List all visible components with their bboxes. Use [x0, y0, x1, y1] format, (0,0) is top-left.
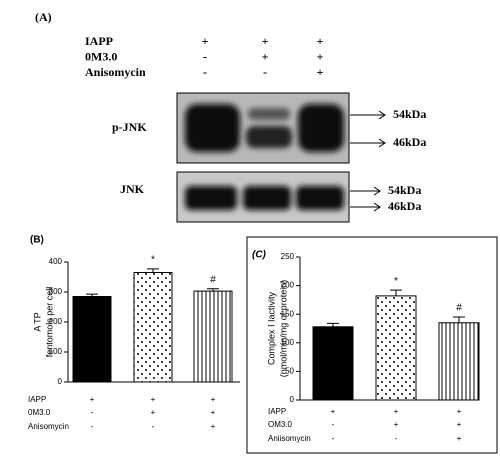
bar: [312, 326, 354, 401]
condition-sign: +: [317, 65, 324, 79]
y-tick-label: 50: [285, 367, 294, 376]
panel-label: (C): [252, 250, 267, 261]
blot-label: JNK: [120, 182, 145, 196]
condition-sign: +: [202, 34, 209, 48]
condition-sign: +: [457, 434, 462, 443]
panel-label: (A): [35, 10, 52, 24]
condition-label: IAPP: [268, 407, 286, 416]
condition-sign: -: [91, 422, 94, 431]
y-tick-label: 0: [290, 395, 295, 404]
condition-sign: +: [211, 422, 216, 431]
condition-sign: +: [457, 407, 462, 416]
condition-label: IAPP: [85, 34, 113, 48]
y-axis-label: Complex I Iactivity: [266, 291, 276, 365]
condition-sign: -: [203, 49, 207, 63]
error-bar: [453, 316, 465, 323]
blot-bands: [185, 104, 344, 210]
condition-sign: -: [152, 422, 155, 431]
marker-label: 46kDa: [388, 199, 421, 213]
condition-label: Aniisomycin: [268, 434, 311, 443]
condition-sign: -: [395, 434, 398, 443]
y-tick-label: 200: [49, 317, 63, 326]
error-bar: [86, 293, 98, 297]
y-tick-label: 150: [281, 309, 295, 318]
y-tick-label: 200: [281, 281, 295, 290]
y-tick-label: 250: [281, 252, 295, 261]
arrows: [350, 110, 386, 212]
marker-label: 46kDa: [393, 135, 426, 149]
condition-sign: +: [317, 49, 324, 63]
condition-sign: +: [211, 408, 216, 417]
y-tick-label: 0: [58, 377, 63, 386]
y-axis-label: A TP: [32, 312, 42, 331]
condition-sign: -: [263, 65, 267, 79]
bar: [72, 296, 112, 383]
annotation: #: [210, 274, 216, 285]
y-tick-label: 100: [281, 338, 295, 347]
condition-sign: +: [90, 395, 95, 404]
y-axis-label: fentomols per cell: [44, 287, 54, 358]
condition-sign: +: [262, 34, 269, 48]
condition-label: 0M3.0: [28, 408, 51, 417]
bar: [133, 272, 173, 383]
condition-label: IAPP: [28, 395, 46, 404]
y-tick-label: 400: [49, 257, 63, 266]
condition-sign: +: [394, 407, 399, 416]
condition-sign: +: [394, 420, 399, 429]
bar: [193, 290, 233, 383]
condition-sign: +: [151, 408, 156, 417]
panel-label: (B): [30, 235, 44, 246]
condition-sign: -: [91, 408, 94, 417]
blot-label: p-JNK: [112, 120, 147, 134]
condition-sign: +: [211, 395, 216, 404]
annotation: *: [394, 276, 398, 287]
condition-label: Anisomycin: [28, 422, 69, 431]
y-axis-label: (nmol/min/mg of protein): [278, 280, 288, 378]
y-tick-label: 300: [49, 287, 63, 296]
condition-sign: +: [331, 407, 336, 416]
bar: [375, 295, 417, 401]
condition-sign: +: [262, 49, 269, 63]
error-bar: [207, 288, 219, 292]
condition-sign: +: [151, 395, 156, 404]
condition-sign: -: [332, 420, 335, 429]
error-bar: [147, 268, 159, 273]
error-bar: [390, 289, 402, 296]
y-tick-label: 100: [49, 347, 63, 356]
condition-sign: -: [203, 65, 207, 79]
condition-sign: +: [457, 420, 462, 429]
marker-label: 54kDa: [393, 107, 426, 121]
error-bar: [327, 322, 339, 327]
condition-label: Anisomycin: [85, 65, 146, 79]
bar: [438, 322, 480, 401]
annotation: #: [456, 303, 462, 314]
condition-label: 0M3.0: [85, 49, 117, 63]
panel-frame: [246, 236, 498, 454]
condition-sign: +: [317, 34, 324, 48]
marker-label: 54kDa: [388, 183, 421, 197]
condition-label: OM3.0: [268, 420, 293, 429]
condition-sign: -: [332, 434, 335, 443]
annotation: *: [151, 255, 155, 266]
